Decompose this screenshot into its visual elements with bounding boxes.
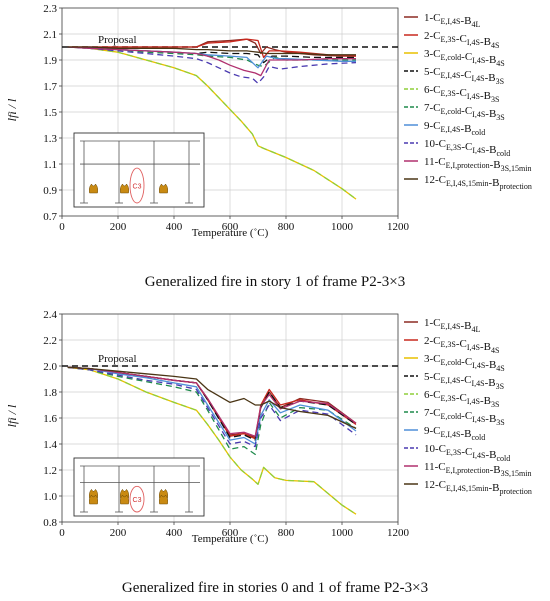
x-tick-label: 600	[222, 221, 239, 233]
fire-icon	[159, 183, 168, 194]
y-tick-label: 1.2	[43, 465, 57, 477]
y-tick-label: 2.4	[43, 309, 57, 321]
series-line	[67, 366, 357, 441]
x-tick-label: 800	[278, 221, 295, 233]
fire-icon	[89, 494, 98, 505]
x-axis-label: Temperature (˚C)	[192, 227, 269, 239]
proposal-label: Proposal	[98, 34, 137, 46]
fire-icon	[159, 494, 168, 505]
legend-entry: 10-CE,3S-CI,4S-Bcold	[424, 443, 510, 463]
caption-top: Generalized fire in story 1 of frame P2-…	[144, 274, 406, 290]
x-tick-label: 600	[222, 527, 239, 539]
x-tick-label: 0	[59, 527, 65, 539]
fire-icon	[120, 494, 129, 505]
x-tick-label: 400	[166, 221, 183, 233]
legend-entry: 7-CE,cold-CI,4S-B3S	[424, 407, 505, 427]
y-tick-label: 1.3	[43, 133, 57, 145]
legend-entry: 2-CE,3S-CI,4S-B4S	[424, 30, 499, 50]
legend-entry: 6-CE,3S-CI,4S-B3S	[424, 389, 499, 409]
legend-entry: 2-CE,3S-CI,4S-B4S	[424, 335, 499, 355]
x-tick-label: 200	[110, 221, 127, 233]
y-tick-label: 2.3	[43, 3, 57, 15]
y-tick-label: 1.5	[43, 107, 57, 119]
highlight-ellipse	[129, 485, 145, 513]
legend-entry: 9-CE,I,4S-Bcold	[424, 425, 485, 442]
series-line	[67, 366, 357, 448]
inset-column-label: C3	[133, 497, 142, 504]
y-tick-label: 1.7	[43, 81, 57, 93]
legend-entry: 3-CE,cold-CI,4S-B4S	[424, 48, 505, 68]
legend-entry: 5-CE,I,4S-CI,4S-B3S	[424, 66, 504, 86]
fire-icon	[120, 183, 129, 194]
series-line	[67, 46, 357, 200]
x-tick-label: 400	[166, 527, 183, 539]
y-tick-label: 1.0	[43, 491, 57, 503]
chart-bottom: 0 200 400 600 800 1000 1200 0.8 1.0 1.2 1.4 1.6 1.8 2…	[5, 309, 532, 545]
y-tick-label: 2.0	[43, 361, 57, 373]
legend-entry: 1-CE,I,4S-B4L	[424, 12, 481, 29]
chart-top: 0 200 400 600 800 1000 1200 0.7 0.9 1.1 1.3 1.5 1.7 1…	[5, 3, 532, 239]
series-line	[67, 46, 356, 64]
series-line	[67, 46, 357, 85]
y-axis-label: lfi / l	[5, 404, 19, 427]
legend-entry: 9-CE,I,4S-Bcold	[424, 120, 485, 137]
inset-border	[73, 132, 205, 208]
proposal-label: Proposal	[98, 353, 137, 365]
y-tick-label: 1.8	[43, 387, 57, 399]
caption-bottom: Generalized fire in stories 0 and 1 of f…	[121, 580, 429, 596]
series-line	[67, 366, 357, 456]
legend-entry: 5-CE,I,4S-CI,4S-B3S	[424, 371, 504, 391]
legend-entry: 7-CE,cold-CI,4S-B3S	[424, 102, 505, 122]
highlight-ellipse	[129, 167, 145, 204]
inset-column-label: C3	[133, 184, 142, 191]
fire-icon	[89, 183, 98, 194]
y-tick-label: 1.4	[43, 439, 57, 451]
x-tick-label: 1200	[387, 527, 410, 539]
legend-entry: 1-CE,I,4S-B4L	[424, 317, 481, 334]
x-tick-label: 200	[110, 527, 127, 539]
legend-entry: 10-CE,3S-CI,4S-Bcold	[424, 138, 510, 158]
y-tick-label: 1.9	[43, 55, 57, 67]
x-tick-label: 0	[59, 221, 65, 233]
legend-entry: 6-CE,3S-CI,4S-B3S	[424, 84, 499, 104]
inset-frame-diagram: C3	[73, 132, 205, 208]
y-tick-label: 1.6	[43, 413, 57, 425]
x-tick-label: 1200	[387, 221, 410, 233]
x-tick-label: 1000	[331, 221, 354, 233]
x-tick-label: 800	[278, 527, 295, 539]
y-tick-label: 2.1	[43, 29, 57, 41]
legend-entry: 3-CE,cold-CI,4S-B4S	[424, 353, 505, 373]
series-line	[67, 46, 356, 77]
legend-entry: 12-CE,I,4S,15min-Bprotection	[424, 174, 532, 191]
x-axis-label: Temperature (˚C)	[192, 533, 269, 545]
series-line	[67, 366, 357, 515]
y-tick-label: 0.7	[43, 211, 57, 223]
x-tick-label: 1000	[331, 527, 354, 539]
series-line	[67, 366, 357, 437]
series-line	[67, 46, 356, 56]
y-tick-label: 1.1	[43, 159, 57, 171]
legend-entry: 12-CE,I,4S,15min-Bprotection	[424, 479, 532, 496]
series-line	[67, 38, 357, 59]
y-axis-label: lfi / l	[5, 98, 19, 121]
series-line	[67, 366, 357, 429]
legend-entry: 11-CE,I,protection-B3S,15min	[424, 156, 531, 173]
inset-frame-diagram: C3	[73, 457, 205, 517]
y-tick-label: 0.9	[43, 185, 57, 197]
legend-entry: 11-CE,I,protection-B3S,15min	[424, 461, 531, 478]
y-tick-label: 2.2	[43, 335, 57, 347]
y-tick-label: 0.8	[43, 517, 57, 529]
